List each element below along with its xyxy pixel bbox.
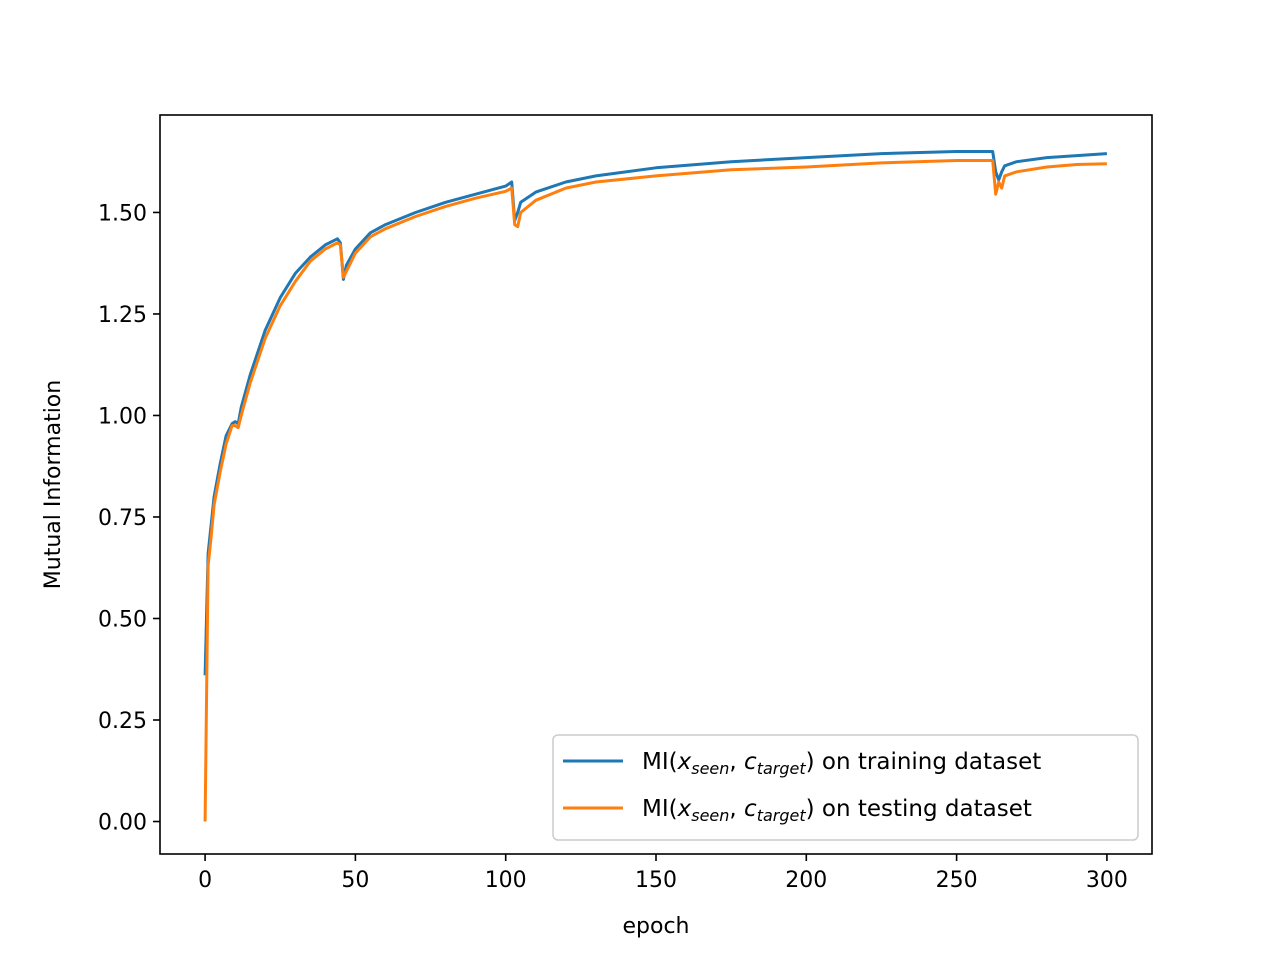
legend-prefix: MI( bbox=[642, 796, 678, 822]
legend-entry-testing: MI(xseen, ctarget) on testing dataset bbox=[642, 796, 1032, 825]
legend-var-x: x bbox=[677, 796, 692, 822]
y-tick-label: 0.50 bbox=[98, 607, 147, 632]
y-tick-label: 0.00 bbox=[98, 811, 147, 836]
y-axis-title: Mutual Information bbox=[41, 380, 66, 589]
legend-entry-training: MI(xseen, ctarget) on training dataset bbox=[642, 749, 1041, 778]
legend-var-c: c bbox=[744, 796, 757, 822]
legend-suffix: ) on testing dataset bbox=[806, 796, 1032, 822]
series-lines bbox=[203, 150, 1107, 822]
x-tick-label: 150 bbox=[635, 868, 677, 893]
legend-sep: , bbox=[729, 749, 744, 775]
x-tick-label: 100 bbox=[485, 868, 527, 893]
legend-prefix: MI( bbox=[642, 749, 678, 775]
legend: MI(xseen, ctarget) on training dataset M… bbox=[552, 734, 1139, 841]
x-tick-label: 250 bbox=[936, 868, 978, 893]
y-axis: 0.00 0.25 0.50 0.75 1.00 1.25 1.50 bbox=[98, 201, 160, 836]
series-line-training bbox=[203, 150, 1107, 676]
y-tick-label: 1.00 bbox=[98, 404, 147, 429]
legend-sub-target: target bbox=[757, 759, 807, 778]
y-tick-label: 1.50 bbox=[98, 201, 147, 226]
legend-suffix: ) on training dataset bbox=[806, 749, 1042, 775]
x-tick-label: 0 bbox=[198, 868, 212, 893]
x-axis: 0 50 100 150 200 250 300 bbox=[198, 854, 1128, 893]
legend-sub-seen: seen bbox=[691, 759, 729, 778]
x-tick-label: 300 bbox=[1086, 868, 1128, 893]
legend-sub-target: target bbox=[757, 806, 807, 825]
x-tick-label: 200 bbox=[785, 868, 827, 893]
x-axis-title: epoch bbox=[623, 914, 690, 939]
y-tick-label: 0.75 bbox=[98, 506, 147, 531]
series-line-testing bbox=[203, 159, 1107, 822]
legend-var-x: x bbox=[677, 749, 692, 775]
legend-box bbox=[552, 734, 1139, 841]
x-tick-label: 50 bbox=[341, 868, 369, 893]
legend-var-c: c bbox=[744, 749, 757, 775]
y-tick-label: 0.25 bbox=[98, 709, 147, 734]
legend-sub-seen: seen bbox=[691, 806, 729, 825]
legend-sep: , bbox=[729, 796, 744, 822]
y-tick-label: 1.25 bbox=[98, 303, 147, 328]
